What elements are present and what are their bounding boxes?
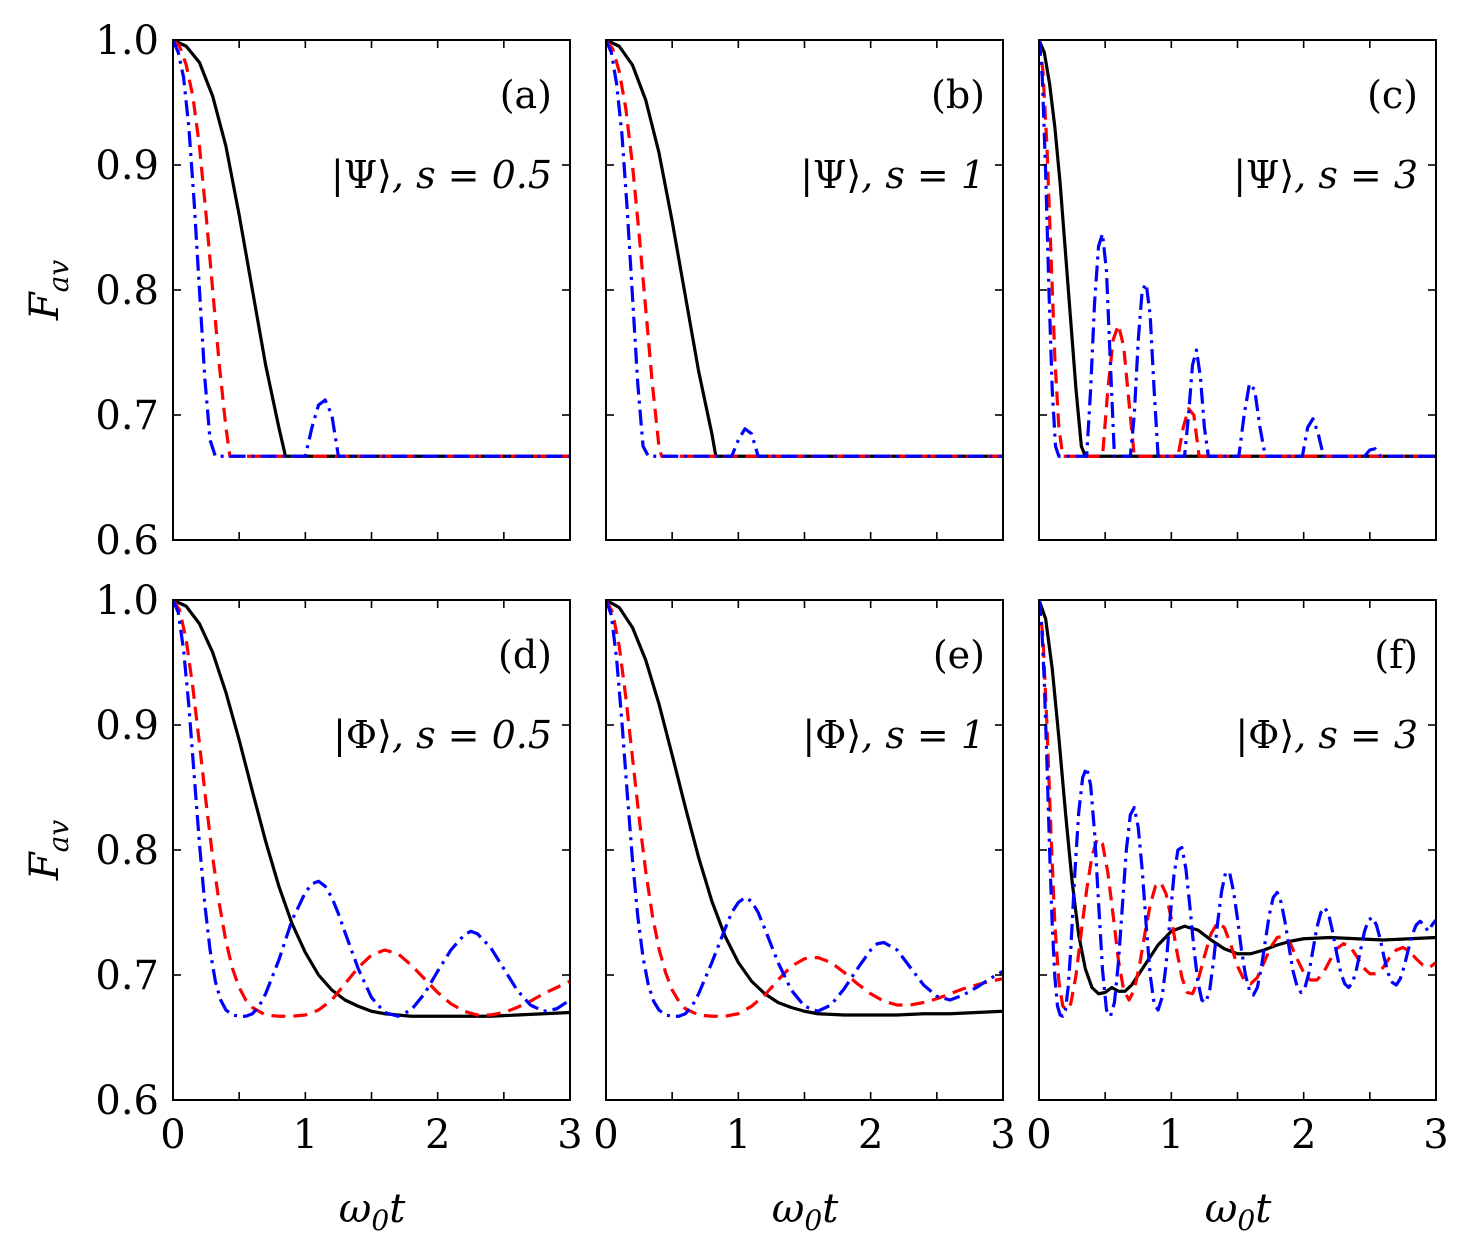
panel-s-label-a: , s = 0.5 (392, 153, 552, 197)
series-dashed-f (1039, 600, 1436, 1012)
series-group-c (1039, 40, 1436, 458)
panel-state-c: |Ψ⟩ (1233, 153, 1294, 197)
y-tick-label-a: 1.0 (95, 18, 159, 64)
panel-state-e: |Φ⟩ (802, 713, 861, 757)
panel-equation-b: |Ψ⟩, s = 1 (800, 153, 985, 197)
series-group-f (1039, 600, 1436, 1018)
panel-tag-b: (b) (931, 73, 985, 117)
y-axis-label-top: Fav (22, 260, 75, 321)
series-dashed-a (173, 40, 570, 458)
panel-equation-d: |Φ⟩, s = 0.5 (333, 713, 552, 757)
y-tick-label-a: 0.6 (95, 518, 159, 564)
panel-tag-f: (f) (1374, 633, 1418, 677)
y-axis-label-bottom: Fav (22, 820, 75, 881)
series-dashdot-d (173, 600, 570, 1018)
panel-tag-a: (a) (500, 73, 552, 117)
panel-s-label-f: , s = 3 (1294, 713, 1418, 757)
x-tick-label-e: 1 (726, 1112, 751, 1158)
panel-s-label-b: , s = 1 (861, 153, 985, 197)
y-tick-label-d: 0.8 (95, 828, 159, 874)
y-tick-label-a: 0.8 (95, 268, 159, 314)
y-tick-label-d: 0.7 (95, 953, 159, 999)
series-group-e (606, 600, 1003, 1018)
panel-grid: 0.60.70.80.91.0(a)|Ψ⟩, s = 0.5(b)|Ψ⟩, s … (95, 18, 1448, 1158)
y-tick-label-d: 0.6 (95, 1078, 159, 1124)
x-axis-label-left: ω0t (339, 1186, 406, 1237)
x-tick-label-d: 2 (425, 1112, 450, 1158)
y-tick-label-a: 0.7 (95, 393, 159, 439)
series-dashdot-b (606, 40, 1003, 458)
series-dashed-c (1039, 40, 1436, 458)
x-tick-label-d: 0 (160, 1112, 185, 1158)
panel-e: 0 1 2 3 (e) |Φ⟩, s = 1 (593, 599, 1016, 1158)
panel-a: 0.6 0.7 0.8 0.9 1.0 (a) |Ψ⟩, s = 0.5 (95, 18, 571, 564)
x-tick-label-e: 3 (990, 1112, 1015, 1158)
panel-tag-e: (e) (933, 633, 985, 677)
panel-tag-c: (c) (1367, 73, 1418, 117)
panel-c: (c) |Ψ⟩, s = 3 (1038, 39, 1437, 541)
x-tick-label-d: 3 (557, 1112, 582, 1158)
panel-s-label-c: , s = 3 (1294, 153, 1418, 197)
panel-s-label-d: , s = 0.5 (392, 713, 552, 757)
series-dashdot-a (173, 40, 570, 458)
panel-state-f: |Φ⟩ (1235, 713, 1294, 757)
x-tick-label-e: 2 (858, 1112, 883, 1158)
panel-b: (b) |Ψ⟩, s = 1 (605, 39, 1004, 541)
x-tick-label-d: 1 (293, 1112, 318, 1158)
series-dashdot-c (1039, 40, 1436, 458)
series-solid-b (606, 40, 1003, 458)
panel-f: 0 1 2 3 (f) |Φ⟩, s = 3 (1026, 599, 1449, 1158)
panel-state-d: |Φ⟩ (333, 713, 392, 757)
series-solid-e (606, 600, 1003, 1017)
panel-equation-c: |Ψ⟩, s = 3 (1233, 153, 1418, 197)
x-tick-label-f: 3 (1423, 1112, 1448, 1158)
series-solid-d (173, 600, 570, 1018)
panel-state-a: |Ψ⟩ (331, 153, 392, 197)
series-solid-a (173, 40, 570, 458)
series-dashed-e (606, 600, 1003, 1018)
x-axis-label-middle: ω0t (772, 1186, 839, 1237)
panel-s-label-e: , s = 1 (861, 713, 985, 757)
series-group-b (606, 40, 1003, 458)
y-tick-label-d: 1.0 (95, 578, 159, 624)
panel-equation-f: |Φ⟩, s = 3 (1235, 713, 1418, 757)
x-tick-label-f: 2 (1291, 1112, 1316, 1158)
x-tick-label-f: 0 (1026, 1112, 1051, 1158)
panel-d: 0.6 0.7 0.8 0.9 1.0 0 1 2 3 (d) |Φ⟩, s = 0.5 (95, 578, 582, 1158)
series-group-a (173, 40, 570, 458)
series-group-d (173, 600, 570, 1018)
y-tick-label-d: 0.9 (95, 703, 159, 749)
series-solid-c (1039, 40, 1436, 458)
panel-tag-d: (d) (498, 633, 552, 677)
panel-equation-e: |Φ⟩, s = 1 (802, 713, 985, 757)
series-dashed-b (606, 40, 1003, 458)
panel-equation-a: |Ψ⟩, s = 0.5 (331, 153, 552, 197)
series-dashdot-e (606, 600, 1003, 1018)
x-axis-label-right: ω0t (1205, 1186, 1272, 1237)
panel-state-b: |Ψ⟩ (800, 153, 861, 197)
series-dashed-d (173, 600, 570, 1018)
x-tick-label-e: 0 (593, 1112, 618, 1158)
y-tick-label-a: 0.9 (95, 143, 159, 189)
x-tick-label-f: 1 (1159, 1112, 1184, 1158)
